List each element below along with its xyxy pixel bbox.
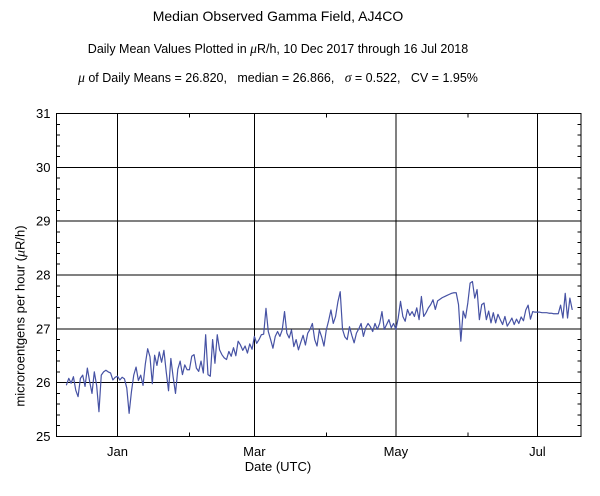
data-series-line <box>65 280 573 414</box>
y-tick-label: 27 <box>36 321 50 336</box>
y-tick-label: 30 <box>36 160 50 175</box>
x-tick-label: Mar <box>243 444 266 459</box>
y-tick-label: 29 <box>36 214 50 229</box>
chart-subtitle: Daily Mean Values Plotted in μR/h, 10 De… <box>87 41 469 56</box>
y-tick-label: 28 <box>36 268 50 283</box>
chart-title: Median Observed Gamma Field, AJ4CO <box>152 8 404 24</box>
plot-frame <box>56 113 582 437</box>
tick-labels: 25 26 27 28 29 30 31 Jan Mar May Jul <box>36 106 546 459</box>
chart-stats-line: μ of Daily Means = 26.820, median = 26.8… <box>78 70 478 85</box>
y-tick-label: 26 <box>36 375 50 390</box>
x-tick-label: Jul <box>529 444 546 459</box>
x-axis-label: Date (UTC) <box>244 459 312 474</box>
axis-ticks <box>56 113 581 437</box>
x-tick-label: Jan <box>107 444 128 459</box>
y-tick-label: 25 <box>36 429 50 444</box>
gridlines <box>56 113 581 437</box>
y-tick-label: 31 <box>36 106 50 121</box>
x-tick-label: May <box>384 444 409 459</box>
